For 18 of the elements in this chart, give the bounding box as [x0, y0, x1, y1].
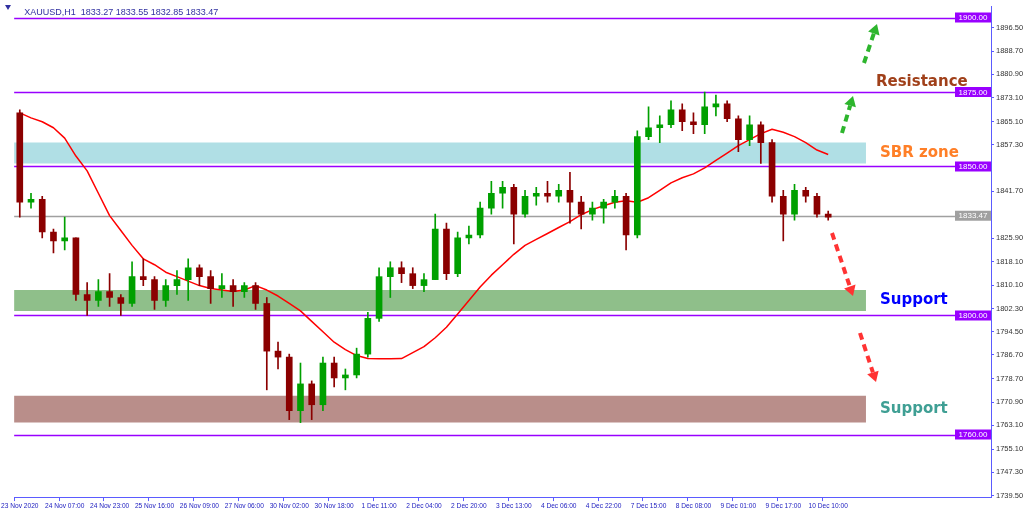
annotation: Resistance [875, 71, 968, 90]
candlestick [386, 261, 394, 298]
ref-line-label: 1760.00 [958, 430, 989, 440]
band-label: SBR zone [879, 142, 959, 161]
chart-title: XAUUSD,H1 1833.27 1833.55 1832.85 1833.47 [24, 6, 219, 17]
candlestick [83, 282, 91, 316]
ref-line-label: 1850.00 [958, 162, 989, 172]
band-label: Support [879, 290, 948, 309]
candlestick [229, 279, 237, 307]
ref-line-label: 1900.00 [958, 13, 989, 23]
candlestick [656, 115, 664, 143]
ref-line-label: 1833.47 [958, 211, 989, 221]
candlestick [532, 186, 540, 206]
ref-line-label: 1875.00 [958, 87, 989, 97]
candlestick [218, 273, 226, 298]
candlestick [139, 258, 147, 286]
ref-line-label: 1800.00 [958, 311, 989, 321]
band-label: Support [879, 399, 948, 418]
